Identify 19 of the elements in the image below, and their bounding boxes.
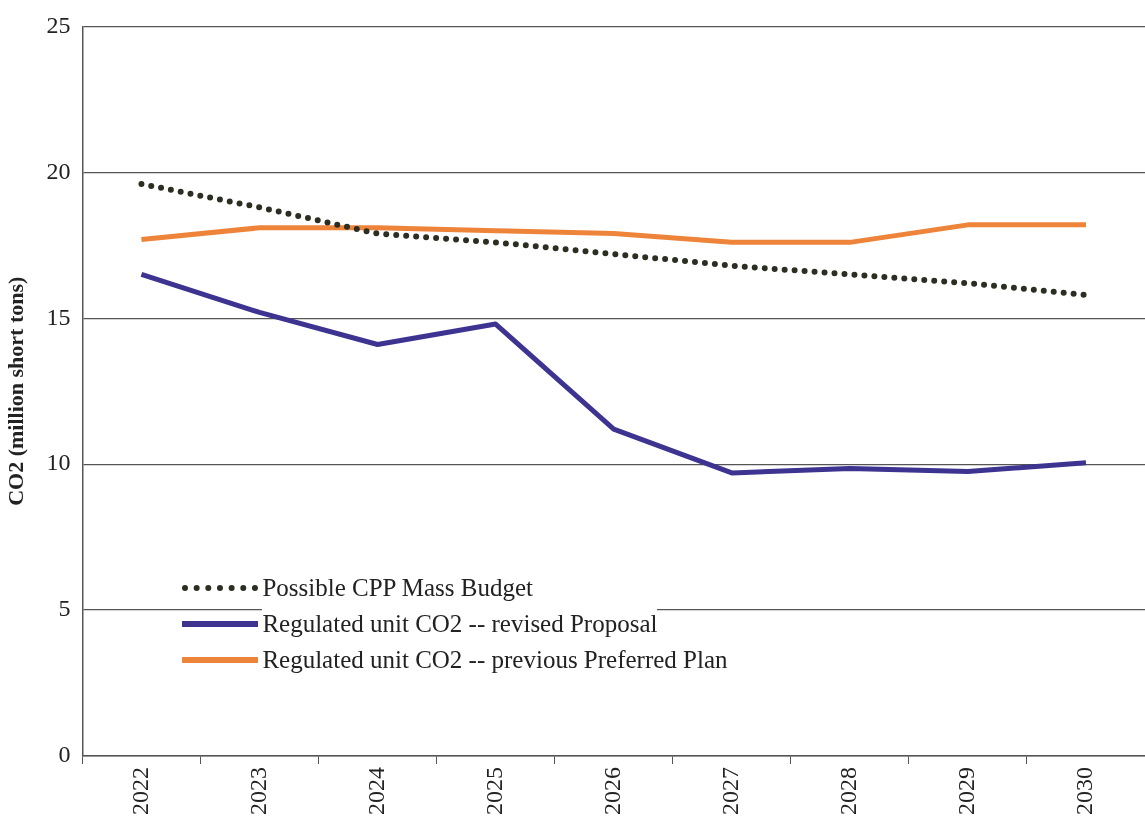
x-tick-label: 2029 (953, 767, 980, 815)
x-tick-label: 2030 (1071, 767, 1098, 815)
y-axis-title: CO2 (million short tons) (2, 276, 28, 506)
x-tick-label: 2025 (480, 767, 507, 815)
legend-label: Possible CPP Mass Budget (262, 572, 534, 604)
y-tick-label: 0 (58, 741, 71, 768)
x-tick-label: 2023 (244, 767, 271, 815)
y-tick-label: 20 (46, 157, 71, 184)
x-tick-label: 2022 (126, 767, 153, 815)
y-tick-label: 15 (46, 303, 71, 330)
x-tick-label: 2026 (599, 767, 625, 815)
legend-label: Regulated unit CO2 -- revised Proposal (262, 608, 658, 640)
legend-label: Regulated unit CO2 -- previous Preferred Plan (262, 644, 728, 676)
y-tick-label: 5 (58, 595, 71, 622)
x-tick-label: 2027 (717, 767, 744, 815)
x-tick-label: 2028 (835, 767, 862, 815)
y-tick-label: 25 (46, 11, 71, 38)
y-tick-label: 10 (46, 449, 71, 476)
x-tick-label: 2024 (362, 767, 389, 815)
